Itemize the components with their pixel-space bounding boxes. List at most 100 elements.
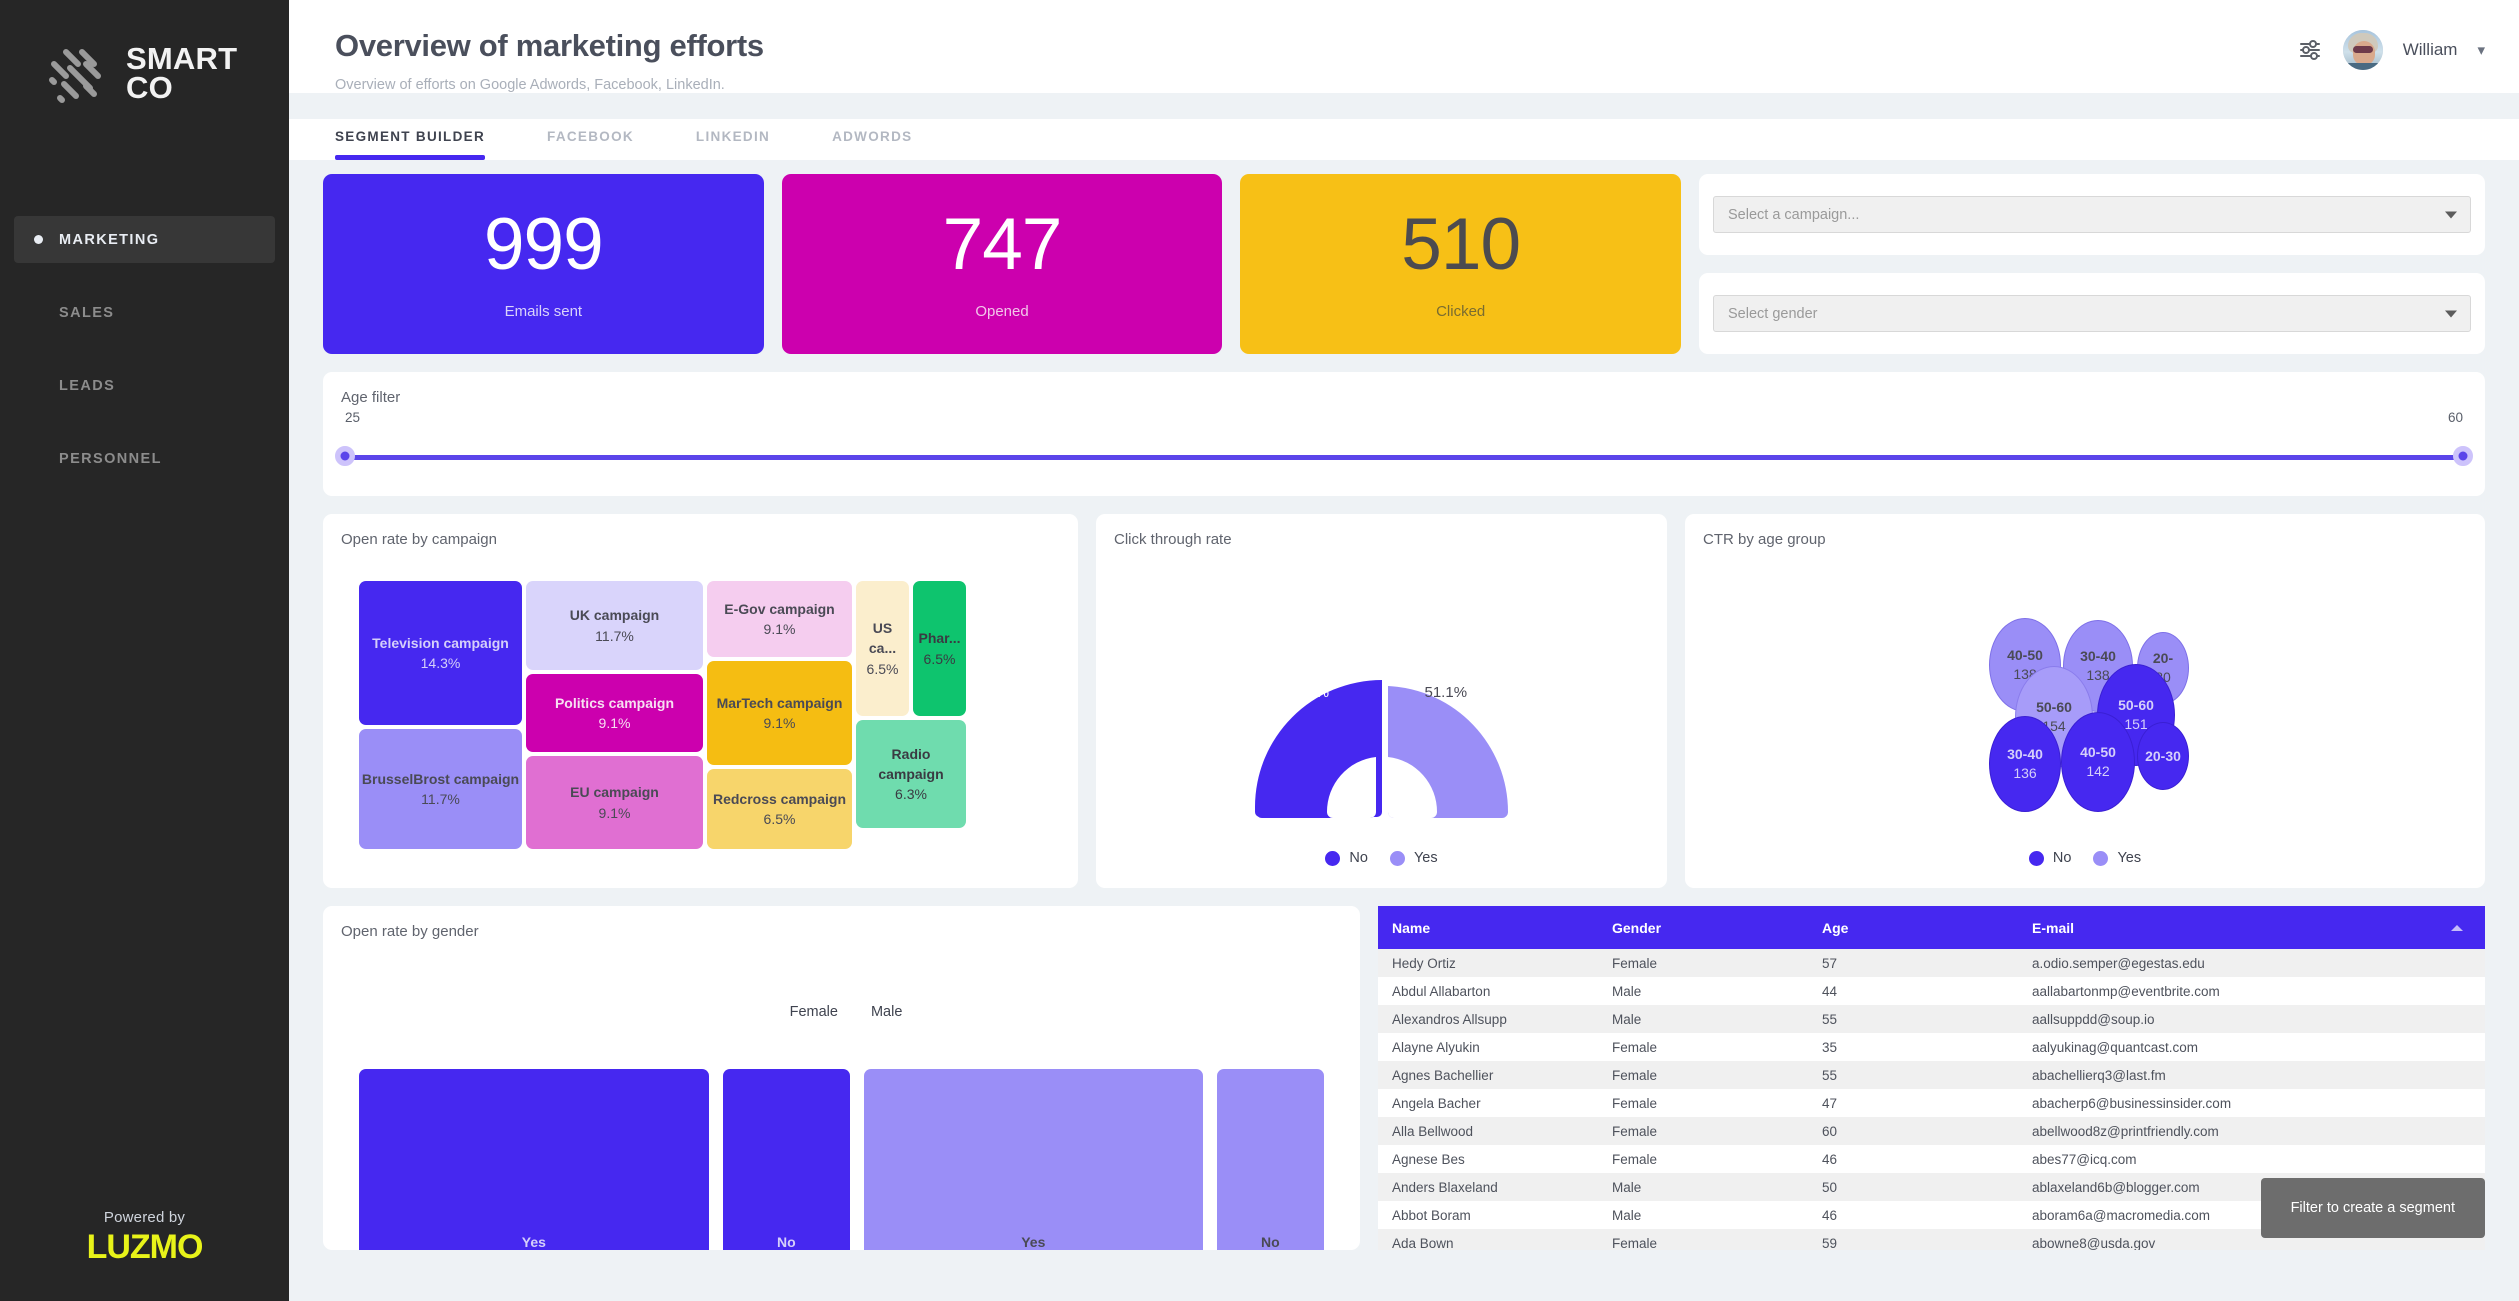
main-area: Overview of marketing efforts Overview o…	[289, 0, 2519, 1301]
tab-facebook[interactable]: FACEBOOK	[547, 129, 634, 144]
legend-item-female[interactable]: Female	[781, 1004, 838, 1020]
tile-value: 6.5%	[923, 650, 956, 667]
treemap-tile[interactable]: Phar... 6.5%	[913, 581, 966, 716]
bar-labels: No 11.7%	[1217, 1231, 1324, 1250]
column-sort-indicator[interactable]	[2425, 906, 2485, 949]
tab-adwords[interactable]: ADWORDS	[832, 129, 913, 144]
legend-swatch	[1325, 850, 1341, 866]
cell-gender: Female	[1612, 1067, 1658, 1083]
legend-item-yes[interactable]: Yes	[2093, 850, 2141, 866]
tile-value: 6.5%	[763, 811, 796, 827]
treemap-tile[interactable]: Television campaign 14.3%	[359, 581, 522, 725]
table-row[interactable]: Agnes Bachellier Female 55 abachellierq3…	[1378, 1061, 2485, 1089]
column-header-gender[interactable]: Gender	[1598, 906, 1808, 949]
treemap-tile[interactable]: US ca... 6.5%	[856, 581, 909, 716]
age-range-slider[interactable]	[335, 446, 2473, 468]
bubble-label: 30-40	[2007, 746, 2043, 763]
bubble-label: 20-30	[2145, 747, 2181, 764]
treemap-tile[interactable]: E-Gov campaign 9.1%	[707, 581, 852, 657]
chart-open-rate-by-gender: Open rate by gender Female Male	[323, 906, 1360, 1250]
kpi-clicked[interactable]: 510 Clicked	[1240, 174, 1682, 354]
user-name[interactable]: William	[2402, 40, 2458, 59]
sliders-icon[interactable]	[2297, 37, 2323, 63]
cell-gender: Male	[1612, 1179, 1642, 1195]
column-header-age[interactable]: Age	[1808, 906, 2018, 949]
table-row[interactable]: Alexandros Allsupp Male 55 aallsuppdd@so…	[1378, 1005, 2485, 1033]
bubble[interactable]: 20-30	[2137, 722, 2189, 790]
bubble-label: 30-40	[2080, 648, 2116, 665]
nav-spacer	[14, 411, 275, 435]
legend-label: No	[2052, 850, 2072, 866]
bar-male-yes[interactable]: Yes 36.7%	[863, 1069, 1203, 1250]
sidebar-item-personnel[interactable]: PERSONNEL	[14, 435, 275, 482]
treemap-tile[interactable]: BrusselBrost campaign 11.7%	[359, 729, 522, 849]
sidebar-item-label: MARKETING	[59, 231, 160, 248]
table-row[interactable]: Hedy Ortiz Female 57 a.odio.semper@egest…	[1378, 949, 2485, 977]
treemap-tile[interactable]: Politics campaign 9.1%	[526, 674, 703, 752]
age-filter-card: Age filter 25 60	[323, 372, 2485, 496]
bar-male-no[interactable]: No 11.7%	[1216, 1069, 1324, 1250]
table-row[interactable]: Alla Bellwood Female 60 abellwood8z@prin…	[1378, 1117, 2485, 1145]
table-row[interactable]: Agnese Bes Female 46 abes77@icq.com	[1378, 1145, 2485, 1173]
bubble-value: 151	[2124, 716, 2148, 732]
tile-value: 14.3%	[420, 655, 461, 671]
tile-label: Television campaign	[372, 634, 509, 651]
treemap-tile[interactable]: Radio campaign 6.3%	[856, 720, 966, 828]
tile-value: 9.1%	[598, 804, 631, 821]
treemap-plot: Television campaign 14.3% BrusselBrost c…	[359, 581, 1039, 849]
chevron-down-icon[interactable]: ▾	[2477, 42, 2485, 59]
table-row[interactable]: Abdul Allabarton Male 44 aallabartonmp@e…	[1378, 977, 2485, 1005]
bubble[interactable]: 30-40 136	[1989, 716, 2061, 812]
kpi-value: 747	[942, 204, 1063, 285]
treemap-tile[interactable]: Redcross campaign 6.5%	[707, 769, 852, 849]
filter-segment-toast[interactable]: Filter to create a segment	[2260, 1178, 2485, 1238]
bar-plot: Yes 38.0% No 13.5% Yes	[359, 1069, 1324, 1250]
treemap-tile[interactable]: EU campaign 9.1%	[526, 756, 703, 849]
cell-email: aallabartonmp@eventbrite.com	[2032, 983, 2220, 999]
sidebar-item-sales[interactable]: SALES	[14, 289, 275, 336]
table-row[interactable]: Angela Bacher Female 47 abacherp6@busine…	[1378, 1089, 2485, 1117]
gender-select[interactable]: Select gender	[1713, 295, 2472, 332]
treemap-tile[interactable]: MarTech campaign 9.1%	[707, 661, 852, 765]
legend-swatch	[2093, 850, 2109, 866]
tile-label: Redcross campaign	[712, 790, 847, 807]
sidebar-item-label: LEADS	[59, 377, 116, 394]
tile-value: 6.5%	[866, 660, 899, 677]
kpi-label: Opened	[975, 303, 1029, 320]
cell-email: aallsuppdd@soup.io	[2032, 1011, 2155, 1027]
column-header-name[interactable]: Name	[1378, 906, 1598, 949]
dashboard-board: 999 Emails sent 747 Opened 510 Clicked S…	[289, 160, 2519, 1301]
cell-name: Anders Blaxeland	[1392, 1179, 1498, 1195]
campaign-select[interactable]: Select a campaign...	[1713, 196, 2472, 233]
treemap-tile[interactable]: UK campaign 11.7%	[526, 581, 703, 670]
sidebar-item-leads[interactable]: LEADS	[14, 362, 275, 409]
bubble[interactable]: 40-50 142	[2061, 712, 2135, 812]
tab-linkedin[interactable]: LINKEDIN	[695, 129, 771, 144]
sidebar-item-marketing[interactable]: MARKETING	[14, 216, 275, 263]
legend-item-no[interactable]: No	[1325, 850, 1368, 866]
table-row[interactable]: Alayne Alyukin Female 35 aalyukinag@quan…	[1378, 1033, 2485, 1061]
cell-name: Hedy Ortiz	[1392, 955, 1456, 971]
kpi-emails-sent[interactable]: 999 Emails sent	[323, 174, 764, 354]
brand-logo[interactable]: SMART CO	[0, 0, 289, 106]
legend-item-yes[interactable]: Yes	[1389, 850, 1438, 866]
legend-item-male[interactable]: Male	[862, 1004, 902, 1020]
slider-handle-max[interactable]	[2453, 446, 2473, 466]
campaign-select-value: Select a campaign...	[1728, 206, 1860, 223]
legend-label: Yes	[2117, 850, 2142, 866]
avatar[interactable]	[2342, 30, 2383, 70]
slider-handle-min[interactable]	[335, 446, 355, 466]
tile-value: 9.1%	[763, 621, 796, 637]
cell-age: 50	[1822, 1179, 1838, 1195]
kpi-label: Emails sent	[504, 303, 583, 320]
tile-label: Politics campaign	[554, 694, 675, 711]
table-row[interactable]: Ada Bown Female 59 abowne8@usda.gov	[1378, 1229, 2485, 1250]
kpi-opened[interactable]: 747 Opened	[781, 174, 1223, 354]
bar-female-yes[interactable]: Yes 38.0%	[359, 1069, 709, 1250]
legend-item-no[interactable]: No	[2028, 850, 2072, 866]
gender-filter-card: Select gender	[1699, 273, 2486, 354]
tile-label: E-Gov campaign	[724, 600, 835, 617]
column-header-email[interactable]: E-mail	[2018, 906, 2425, 949]
tab-segment-builder[interactable]: SEGMENT BUILDER	[335, 119, 486, 160]
bar-female-no[interactable]: No 13.5%	[722, 1069, 850, 1250]
